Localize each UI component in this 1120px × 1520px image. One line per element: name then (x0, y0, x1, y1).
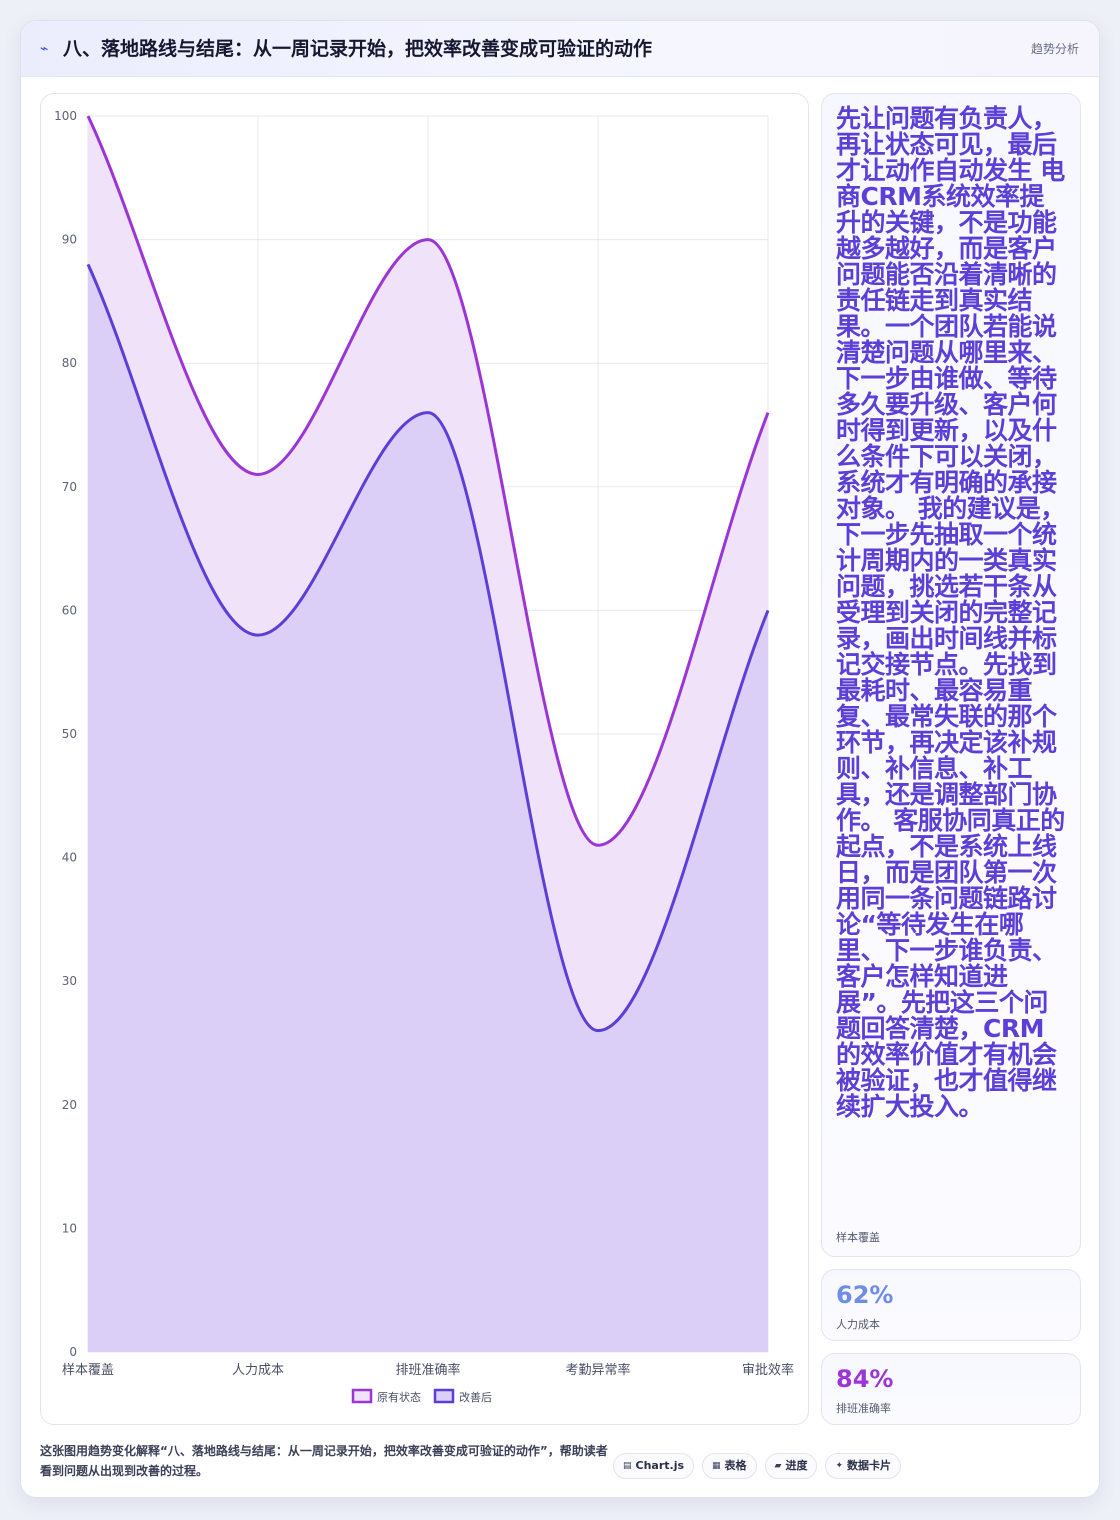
y-tick-label: 100 (54, 109, 77, 123)
chip-data-card[interactable]: ✦ 数据卡片 (825, 1453, 901, 1479)
legend-swatch (351, 1388, 373, 1404)
area-chart: 0 10 20 30 40 50 60 70 80 90 100 样本覆盖 人力成本 排班准确率 考勤异常率… (54, 109, 794, 1404)
y-tick-label: 40 (62, 851, 77, 865)
category-tag: 趋势分析 (1030, 42, 1079, 56)
card-header: ⌁ 八、落地路线与结尾：从一周记录开始，把效率改善变成可验证的动作 趋势分析 (21, 21, 1099, 77)
series-line-0 (86, 115, 770, 847)
x-tick-label: 审批效率 (742, 1362, 794, 1378)
metric-value-schedule: 84% (836, 1365, 894, 1393)
grid-icon: ▦ (712, 1461, 721, 1471)
metric-label-labor: 人力成本 (836, 1318, 880, 1331)
series-area-1 (88, 264, 768, 1352)
metric-value-labor: 62% (836, 1281, 894, 1309)
x-tick-label: 人力成本 (232, 1363, 284, 1378)
chip-chartjs[interactable]: ▤ Chart.js (612, 1453, 695, 1479)
y-tick-label: 80 (62, 356, 77, 370)
chip-label: 表格 (724, 1459, 747, 1472)
metric-card-labor: 62% 人力成本 (821, 1269, 1081, 1341)
report-card: ⌁ 八、落地路线与结尾：从一周记录开始，把效率改善变成可验证的动作 趋势分析 0… (20, 20, 1100, 1498)
chip-table[interactable]: ▦ 表格 (702, 1453, 757, 1479)
metric-card-schedule: 84% 排班准确率 (821, 1353, 1081, 1425)
chip-label: 进度 (785, 1459, 808, 1472)
y-tick-label: 10 (62, 1221, 77, 1235)
chart-caption: 这张图用趋势变化解释“八、落地路线与结尾：从一周记录开始，把效率改善变成可验证的… (40, 1444, 608, 1478)
legend-label: 原有状态 (377, 1390, 421, 1404)
metric-label-schedule: 排班准确率 (836, 1402, 891, 1415)
y-tick-label: 60 (62, 603, 77, 617)
sparkle-icon: ✦ (835, 1461, 843, 1471)
page-title: 八、落地路线与结尾：从一周记录开始，把效率改善变成可验证的动作 (63, 38, 653, 60)
y-tick-label: 30 (62, 974, 77, 988)
chip-row: ▤ Chart.js ▦ 表格 ▰ 进度 ✦ 数据卡片 (612, 1453, 901, 1479)
chip-progress[interactable]: ▰ 进度 (764, 1453, 818, 1479)
series-line-1 (86, 263, 770, 1033)
insight-text: 先让问题有负责人，再让状态可见，最后才让动作自动发生 电商CRM系统效率提升的关… (836, 104, 1065, 1121)
y-tick-label: 0 (69, 1345, 77, 1359)
x-tick-label: 样本覆盖 (62, 1363, 114, 1378)
chart-panel: 0 10 20 30 40 50 60 70 80 90 100 样本覆盖 人力成本 排班准确率 考勤异常率… (40, 93, 809, 1425)
chip-label: 数据卡片 (847, 1459, 891, 1472)
progress-icon: ▰ (774, 1461, 782, 1471)
y-tick-label: 20 (62, 1098, 77, 1112)
x-tick-label: 排班准确率 (395, 1362, 460, 1378)
y-tick-label: 90 (62, 233, 77, 247)
y-tick-label: 70 (62, 480, 77, 494)
insight-card: 先让问题有负责人，再让状态可见，最后才让动作自动发生 电商CRM系统效率提升的关… (821, 93, 1081, 1257)
insight-label: 样本覆盖 (836, 1231, 880, 1244)
chip-label: Chart.js (635, 1459, 685, 1472)
trend-line-icon: ⌁ (40, 41, 49, 57)
legend-label: 改善后 (459, 1390, 492, 1404)
x-tick-label: 考勤异常率 (565, 1362, 630, 1378)
legend-swatch (433, 1388, 455, 1404)
y-tick-label: 50 (62, 727, 77, 741)
table-icon: ▤ (622, 1461, 632, 1471)
